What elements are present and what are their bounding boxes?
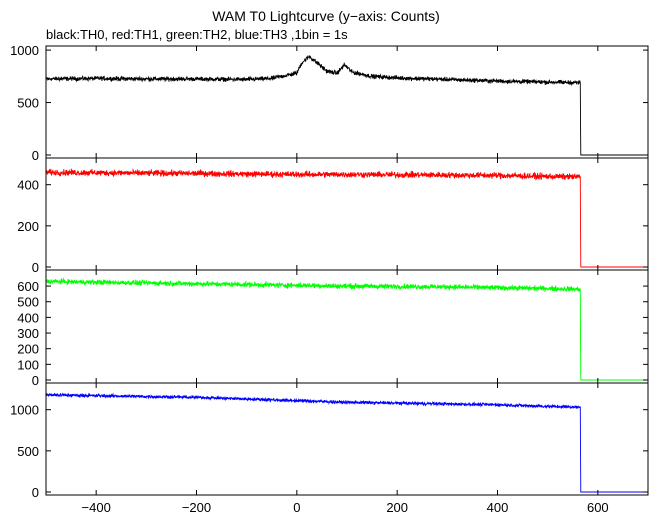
series-line-th0 [45,55,648,156]
series-line-th1 [45,168,648,268]
y-tick-label: 0 [32,485,39,500]
y-tick-label: 400 [17,310,39,325]
x-tick-label: −400 [82,500,111,515]
chart-title: WAM T0 Lightcurve (y−axis: Counts) [212,8,440,24]
x-tick-label: 200 [386,500,408,515]
y-tick-label: 1000 [10,43,39,58]
x-tick-label: 400 [487,500,509,515]
y-tick-label: 200 [17,219,39,234]
chart-subtitle: black:TH0, red:TH1, green:TH2, blue:TH3 … [46,27,348,42]
y-tick-label: 500 [17,96,39,111]
x-tick-label: 0 [293,500,300,515]
y-tick-label: 1000 [10,403,39,418]
x-tick-label: −200 [182,500,211,515]
y-tick-label: 300 [17,326,39,341]
series-line-th2 [45,277,648,381]
y-tick-label: 600 [17,279,39,294]
y-tick-label: 100 [17,357,39,372]
y-tick-label: 0 [32,148,39,163]
panel-frame-th3 [45,382,649,496]
y-tick-label: 500 [17,295,39,310]
y-tick-label: 200 [17,342,39,357]
series-line-th3 [45,392,648,493]
y-tick-label: 500 [17,444,39,459]
panel-frame-th0 [45,45,649,159]
y-tick-label: 400 [17,178,39,193]
y-tick-label: 0 [32,373,39,388]
x-tick-label: 600 [587,500,609,515]
y-tick-label: 0 [32,260,39,275]
